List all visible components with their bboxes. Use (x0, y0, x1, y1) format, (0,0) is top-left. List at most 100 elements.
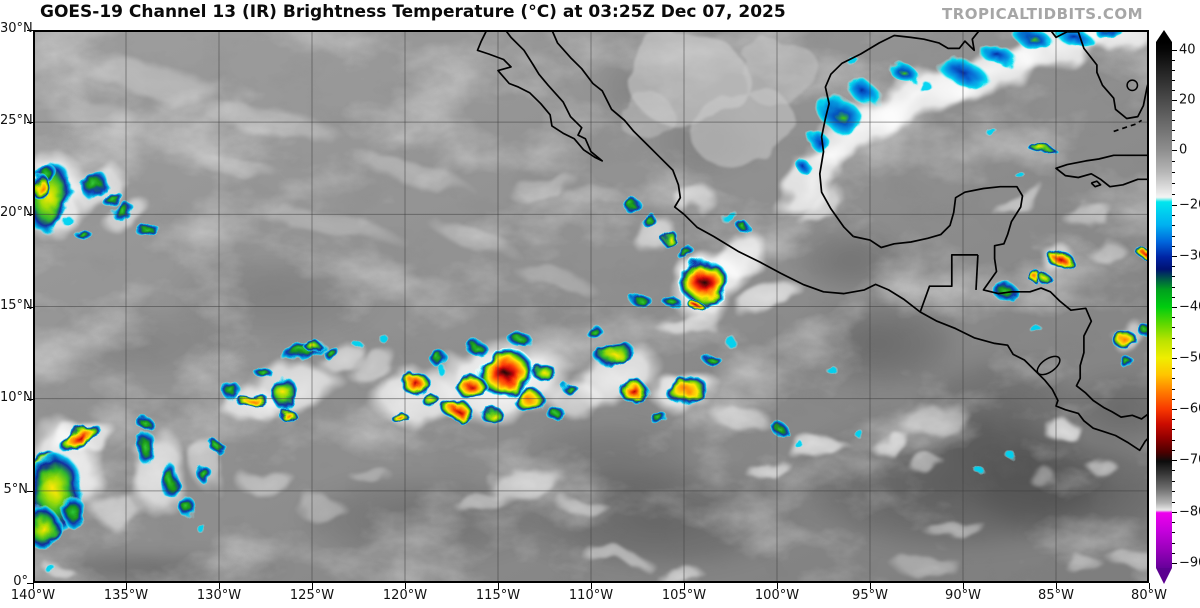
convective-cell (512, 387, 547, 414)
colorbar-tick-label: −60 (1179, 401, 1200, 417)
colorbar-tick-label: −30 (1179, 248, 1200, 264)
lon-tick (33, 583, 34, 589)
colorbar-minor-tick (1172, 419, 1175, 420)
colorbar-minor-tick (1172, 70, 1175, 71)
map-title: GOES-19 Channel 13 (IR) Brightness Tempe… (40, 2, 786, 22)
convective-cell (677, 245, 695, 261)
colorbar-tick-label: 20 (1179, 92, 1196, 108)
colorbar-minor-tick (1172, 450, 1175, 451)
convective-cell (1015, 171, 1027, 180)
lon-tick-label: 95°W (852, 588, 888, 603)
convective-cell (475, 348, 535, 398)
lon-tick-label: 85°W (1038, 588, 1074, 603)
lon-tick-label: 100°W (754, 588, 800, 603)
colorbar-minor-tick (1172, 140, 1175, 141)
colorbar-minor-tick (1172, 532, 1175, 533)
cloud-shield (888, 553, 963, 576)
convective-cell (628, 291, 651, 307)
convective-cell (793, 440, 805, 450)
cloud-shield (898, 401, 972, 441)
coastline (853, 185, 1149, 420)
convective-cell (136, 430, 157, 467)
convective-cell (78, 172, 110, 198)
site-watermark: TROPICALTIDBITS.COM (942, 5, 1143, 23)
lat-tick-label: 10°N (0, 389, 33, 405)
cloud-shield (617, 94, 677, 139)
lon-tick (1056, 583, 1057, 589)
colorbar-minor-tick (1172, 470, 1175, 471)
colorbar-minor-tick (1172, 60, 1175, 61)
convective-cell (435, 365, 449, 377)
convective-cell (1027, 144, 1059, 155)
colorbar-major-tick (1172, 205, 1177, 206)
cloud-shield (920, 518, 988, 538)
convective-cell (1046, 249, 1073, 268)
cloud-shield (903, 455, 949, 471)
convective-cell (663, 374, 709, 405)
cloud-shield (738, 277, 805, 325)
colorbar-minor-tick (1172, 183, 1175, 184)
cloud-shield (1102, 544, 1149, 567)
lon-tick (684, 583, 685, 589)
colorbar-minor-tick (1172, 266, 1175, 267)
lat-tick-label: 5°N (3, 481, 29, 497)
cloud-shield (42, 98, 136, 128)
cloud-shield (989, 182, 1048, 217)
convective-cell (57, 423, 102, 452)
cloud-shield (189, 155, 286, 182)
convective-cell (321, 345, 340, 360)
convective-cell (641, 213, 657, 227)
lon-tick-label: 120°W (382, 588, 428, 603)
lon-tick-label: 125°W (289, 588, 335, 603)
colorbar-major-tick (1172, 307, 1177, 308)
colorbar-major-tick (1172, 100, 1177, 101)
colorbar-major-tick (1172, 256, 1177, 257)
colorbar-minor-tick (1172, 368, 1175, 369)
colorbar-major-tick (1172, 358, 1177, 359)
cloud-shield (351, 151, 477, 196)
convective-cell (983, 127, 999, 136)
cloud-shield (293, 498, 350, 521)
convective-cell (978, 43, 1019, 69)
cloud-shield (1061, 555, 1107, 574)
convective-cell (420, 394, 442, 407)
convective-cell (916, 81, 936, 93)
cloud-shield (553, 496, 610, 515)
colorbar-tick-label: 0 (1179, 142, 1188, 158)
cloud-shield (1087, 459, 1122, 478)
coastline (551, 30, 1149, 452)
convective-cell (254, 366, 273, 380)
colorbar-minor-tick (1172, 491, 1175, 492)
convective-cell (826, 366, 840, 376)
convective-cell (649, 412, 670, 426)
convective-cell (618, 379, 649, 404)
colorbar-minor-tick (1172, 502, 1175, 503)
convective-cell (352, 341, 365, 350)
convective-cell (196, 464, 212, 485)
lon-tick-label: 115°W (475, 588, 521, 603)
colorbar-minor-tick (1172, 481, 1175, 482)
lon-tick (312, 583, 313, 589)
cloud-shield (508, 262, 599, 295)
colorbar-tick-label: 40 (1179, 42, 1196, 58)
colorbar-minor-tick (1172, 172, 1175, 173)
lat-tick-label: 25°N (0, 113, 33, 129)
cloud-shield (88, 490, 145, 528)
cloud-shield (739, 41, 822, 108)
map-frame-border (33, 30, 1149, 583)
convective-cell (236, 392, 269, 409)
colorbar-minor-tick (1172, 287, 1175, 288)
convective-cell (678, 258, 731, 307)
convective-cell (271, 374, 298, 412)
colorbar-minor-tick (1172, 225, 1175, 226)
colorbar-minor-tick (1172, 399, 1175, 400)
convective-cell (585, 324, 604, 340)
convective-cell (595, 342, 635, 367)
colorbar-tick-label: −40 (1179, 299, 1200, 315)
colorbar-minor-tick (1172, 440, 1175, 441)
colorbar-minor-tick (1172, 429, 1175, 430)
convective-cell (464, 338, 487, 356)
cloud-shield (656, 308, 715, 338)
colorbar-minor-tick (1172, 276, 1175, 277)
lon-tick (405, 583, 406, 589)
